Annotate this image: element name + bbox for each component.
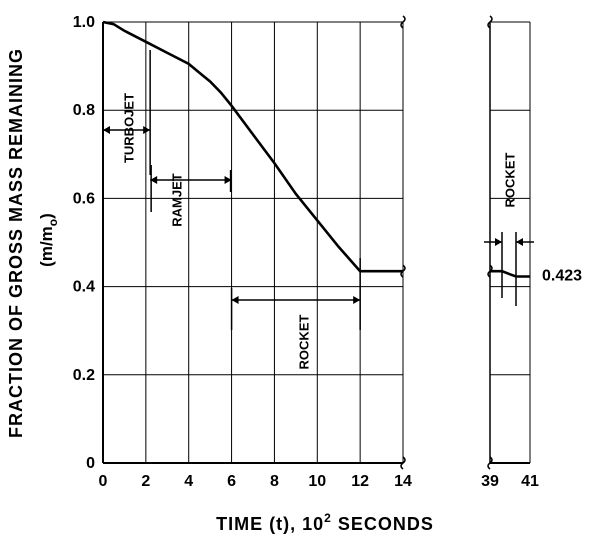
- x-tick-label: 2: [141, 473, 150, 490]
- x-tick-label: 8: [270, 473, 279, 490]
- final-value-label: 0.423: [542, 267, 582, 284]
- x-tick-label: 6: [227, 473, 236, 490]
- ramjet-label: RAMJET: [169, 173, 184, 227]
- rocket-label: ROCKET: [296, 314, 311, 369]
- rocket-arrow-head-left: [232, 296, 239, 304]
- series-line-main: [103, 22, 403, 271]
- x-tick-label-break: 39: [481, 473, 499, 490]
- x-tick-label-break: 41: [521, 473, 539, 490]
- data-lines: [103, 22, 530, 277]
- y-axis-sublabel: (m/mo): [37, 213, 60, 267]
- x-tick-label: 10: [308, 473, 326, 490]
- x-tick-label: 12: [351, 473, 369, 490]
- y-tick-label: 0.2: [73, 367, 95, 384]
- y-axis-label: FRACTION OF GROSS MASS REMAINING: [6, 48, 26, 438]
- rocket-arrow-head-right: [353, 296, 360, 304]
- rocket2-label: ROCKET: [502, 152, 517, 207]
- turbojet-label: TURBOJET: [121, 93, 136, 163]
- turbojet-arrow-head-left: [103, 126, 110, 134]
- x-tick-label: 0: [99, 473, 108, 490]
- y-tick-label: 0.6: [73, 190, 95, 207]
- tick-labels: 0 0.2 0.4 0.6 0.8 1.0 0 2 4 6 8 10 12 14 39 41: [73, 14, 539, 490]
- axes-frame: [401, 16, 492, 469]
- y-tick-label: 0.8: [73, 102, 95, 119]
- x-axis-label: TIME (t), 102 SECONDS: [216, 511, 434, 534]
- axis-labels: TIME (t), 102 SECONDS FRACTION OF GROSS M…: [6, 48, 434, 534]
- rocket2-left-head: [495, 238, 502, 246]
- y-tick-label: 1.0: [73, 14, 95, 31]
- phase-annotations: TURBOJET RAMJET ROCKET ROCKET 0.423: [103, 50, 582, 369]
- series-line-break: [490, 271, 530, 276]
- turbojet-arrow-head-right: [143, 126, 150, 134]
- x-tick-label: 14: [394, 473, 412, 490]
- rocket2-right-head: [516, 238, 523, 246]
- x-tick-label: 4: [184, 473, 193, 490]
- y-tick-label: 0.4: [73, 279, 95, 296]
- y-tick-label: 0: [86, 455, 95, 472]
- grid-lines: [103, 22, 530, 463]
